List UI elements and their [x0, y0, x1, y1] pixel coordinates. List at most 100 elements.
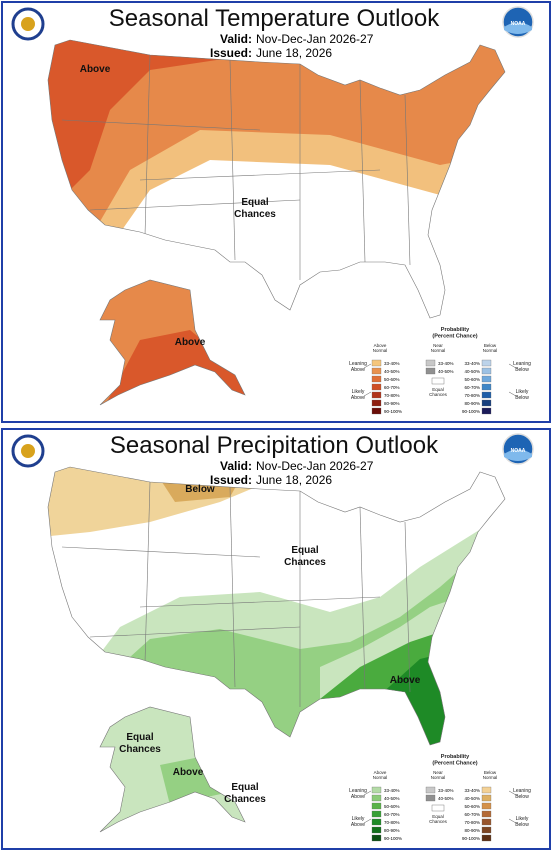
leaning-below: Below — [515, 367, 529, 373]
above-swatch — [371, 407, 382, 415]
above-swatch — [371, 391, 382, 399]
below-swatch — [481, 407, 492, 415]
likely-above: Likely — [352, 816, 365, 822]
near-header: Normal — [431, 775, 446, 780]
near-swatch — [425, 359, 436, 367]
equal-swatch — [431, 377, 445, 385]
noaa-wave — [504, 449, 532, 461]
range-label: 50-60% — [464, 377, 480, 382]
below-swatch — [481, 399, 492, 407]
state-border — [144, 54, 151, 236]
state-border — [229, 59, 236, 261]
region-label: Above — [175, 337, 206, 348]
below-header: Below — [484, 770, 497, 775]
range-label: 40-50% — [464, 796, 480, 801]
us-outline — [47, 39, 506, 319]
state-border — [229, 486, 236, 688]
state-border — [61, 119, 261, 131]
range-label: 80-90% — [384, 828, 400, 833]
above-swatch — [371, 818, 382, 826]
range-label: 33-40% — [384, 788, 400, 793]
range-label: 60-70% — [464, 385, 480, 390]
range-label: 90-100% — [462, 409, 480, 414]
likely-below: Likely — [516, 389, 529, 395]
above-swatch — [371, 802, 382, 810]
alaska-outline — [99, 279, 246, 406]
issued-label: Issued: — [210, 46, 252, 60]
legend-bracket — [363, 790, 372, 796]
commerce-seal — [11, 434, 45, 468]
range-label: 70-80% — [384, 820, 400, 825]
noaa-text: NOAA — [511, 448, 526, 454]
panel-title: Seasonal Temperature Outlook — [109, 5, 440, 32]
range-label: 80-90% — [464, 401, 480, 406]
range-label: 33-40% — [464, 361, 480, 366]
below-swatch — [481, 391, 492, 399]
likely-above: Above — [351, 822, 365, 828]
us-outline — [47, 466, 506, 746]
state-border — [404, 94, 411, 266]
state-border — [61, 546, 261, 558]
below-header: Below — [484, 343, 497, 348]
equal-label: Chances — [429, 819, 448, 824]
legend-bracket — [363, 363, 372, 369]
above-header: Normal — [373, 348, 388, 353]
outlook-zone — [48, 40, 330, 200]
range-label: 40-50% — [464, 369, 480, 374]
range-label: 70-80% — [464, 393, 480, 398]
above-swatch — [371, 383, 382, 391]
region-label: Equal — [231, 782, 258, 793]
noaa-wave — [504, 22, 532, 34]
above-swatch — [371, 367, 382, 375]
legend-bracket — [508, 391, 517, 397]
legend: Probability(Percent Chance)AboveNormalNe… — [349, 754, 531, 842]
legend-title: (Percent Chance) — [432, 333, 477, 339]
state-border — [144, 481, 151, 663]
range-label: 80-90% — [384, 401, 400, 406]
near-header: Near — [433, 770, 443, 775]
below-swatch — [481, 802, 492, 810]
region-label: Above — [80, 64, 111, 75]
range-label: 40-50% — [384, 796, 400, 801]
likely-below: Below — [515, 822, 529, 828]
state-border — [89, 199, 301, 211]
seal-core — [21, 17, 35, 31]
valid-value: Nov-Dec-Jan 2026-27 — [256, 459, 374, 473]
seal-core — [21, 444, 35, 458]
near-swatch — [425, 794, 436, 802]
range-label: 70-80% — [464, 820, 480, 825]
leaning-above: Leaning — [349, 788, 367, 794]
below-swatch — [481, 375, 492, 383]
region-label: Equal — [241, 197, 268, 208]
equal-label: Chances — [429, 392, 448, 397]
range-label: 90-100% — [384, 836, 402, 841]
range-label: 70-80% — [384, 393, 400, 398]
legend-title: (Percent Chance) — [432, 760, 477, 766]
legend-bracket — [508, 818, 517, 824]
equal-label: Equal — [432, 387, 444, 392]
range-label: 90-100% — [384, 409, 402, 414]
state-border — [139, 596, 381, 608]
likely-above: Likely — [352, 389, 365, 395]
region-label: Equal — [291, 545, 318, 556]
region-label: Above — [173, 767, 204, 778]
noaa-logo: NOAA — [502, 433, 534, 465]
range-label: 50-60% — [384, 804, 400, 809]
state-border — [89, 626, 301, 638]
likely-above: Above — [351, 395, 365, 401]
noaa-logo: NOAA — [502, 6, 534, 38]
region-label: Above — [390, 675, 421, 686]
equal-swatch — [431, 804, 445, 812]
leaning-below: Below — [515, 794, 529, 800]
legend-bracket — [508, 790, 517, 796]
issued-value: June 18, 2026 — [256, 473, 332, 487]
above-swatch — [371, 834, 382, 842]
below-swatch — [481, 818, 492, 826]
legend-bracket — [508, 363, 517, 369]
valid-label: Valid: — [220, 459, 252, 473]
above-swatch — [371, 375, 382, 383]
above-swatch — [371, 794, 382, 802]
legend-bracket — [363, 818, 372, 824]
